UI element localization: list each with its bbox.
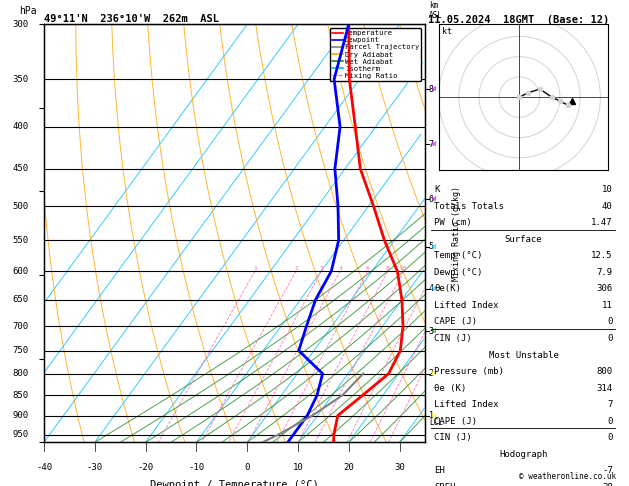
Text: © weatheronline.co.uk: © weatheronline.co.uk <box>520 472 616 481</box>
Text: hPa: hPa <box>19 6 37 16</box>
Text: 800: 800 <box>596 367 613 376</box>
Text: 40: 40 <box>602 202 613 211</box>
Text: 400: 400 <box>13 122 29 131</box>
Text: Lifted Index: Lifted Index <box>435 400 499 409</box>
Text: CIN (J): CIN (J) <box>435 334 472 343</box>
Text: 5: 5 <box>429 242 434 251</box>
Text: CAPE (J): CAPE (J) <box>435 317 477 327</box>
Text: 49°11'N  236°10'W  262m  ASL: 49°11'N 236°10'W 262m ASL <box>44 14 219 23</box>
Text: 6: 6 <box>365 266 369 271</box>
Text: 7: 7 <box>429 139 434 149</box>
Text: 1: 1 <box>429 411 434 420</box>
Text: PW (cm): PW (cm) <box>435 218 472 227</box>
Text: 10: 10 <box>602 185 613 194</box>
Text: 4: 4 <box>338 266 342 271</box>
Text: 3: 3 <box>429 327 434 336</box>
Text: Most Unstable: Most Unstable <box>489 350 559 360</box>
Text: -10: -10 <box>188 463 204 472</box>
Text: 750: 750 <box>13 346 29 355</box>
Text: Temp (°C): Temp (°C) <box>435 251 482 260</box>
Text: W: W <box>432 196 437 202</box>
Text: 0: 0 <box>608 417 613 426</box>
Text: 20: 20 <box>343 463 354 472</box>
Text: Pressure (mb): Pressure (mb) <box>435 367 504 376</box>
Text: 8: 8 <box>429 85 434 94</box>
Text: 28: 28 <box>602 483 613 486</box>
Text: 0: 0 <box>608 433 613 442</box>
Text: 0: 0 <box>245 463 250 472</box>
Text: 7: 7 <box>608 400 613 409</box>
Text: -40: -40 <box>36 463 52 472</box>
Text: Dewpoint / Temperature (°C): Dewpoint / Temperature (°C) <box>150 480 319 486</box>
Text: LCL: LCL <box>429 418 443 427</box>
Text: W: W <box>432 413 437 418</box>
Text: 6: 6 <box>429 194 434 204</box>
Text: Totals Totals: Totals Totals <box>435 202 504 211</box>
Text: 600: 600 <box>13 267 29 276</box>
Text: 11: 11 <box>602 301 613 310</box>
Text: 900: 900 <box>13 411 29 420</box>
Text: W: W <box>432 286 437 292</box>
Text: 11.05.2024  18GMT  (Base: 12): 11.05.2024 18GMT (Base: 12) <box>428 15 609 25</box>
Text: W: W <box>432 243 437 250</box>
Text: W: W <box>432 141 437 147</box>
Text: -20: -20 <box>138 463 153 472</box>
Text: 8: 8 <box>386 266 389 271</box>
Text: 2: 2 <box>429 369 434 378</box>
Text: θe(K): θe(K) <box>435 284 461 294</box>
Text: 850: 850 <box>13 391 29 399</box>
Text: 10: 10 <box>292 463 303 472</box>
Text: 12.5: 12.5 <box>591 251 613 260</box>
Text: km
ASL: km ASL <box>429 0 443 20</box>
Text: Mixing Ratio (g/kg): Mixing Ratio (g/kg) <box>452 186 460 281</box>
Text: EH: EH <box>435 466 445 475</box>
Text: Hodograph: Hodograph <box>499 450 548 459</box>
Text: 300: 300 <box>13 20 29 29</box>
Text: 350: 350 <box>13 75 29 84</box>
Legend: Temperature, Dewpoint, Parcel Trajectory, Dry Adiabat, Wet Adiabat, Isotherm, Mi: Temperature, Dewpoint, Parcel Trajectory… <box>330 28 421 81</box>
Text: 1: 1 <box>253 266 257 271</box>
Text: 7.9: 7.9 <box>596 268 613 277</box>
Text: W: W <box>432 371 437 377</box>
Text: kt: kt <box>442 27 452 36</box>
Text: 4: 4 <box>429 284 434 293</box>
Text: W: W <box>432 328 437 334</box>
Text: 950: 950 <box>13 430 29 439</box>
Text: 800: 800 <box>13 369 29 378</box>
Text: -7: -7 <box>602 466 613 475</box>
Text: 0: 0 <box>608 334 613 343</box>
Text: Lifted Index: Lifted Index <box>435 301 499 310</box>
Text: Dewp (°C): Dewp (°C) <box>435 268 482 277</box>
Text: 550: 550 <box>13 236 29 244</box>
Text: K: K <box>435 185 440 194</box>
Text: 306: 306 <box>596 284 613 294</box>
Text: 30: 30 <box>394 463 405 472</box>
Text: 10: 10 <box>400 266 408 271</box>
Text: CAPE (J): CAPE (J) <box>435 417 477 426</box>
Text: 650: 650 <box>13 295 29 304</box>
Text: 314: 314 <box>596 383 613 393</box>
Text: 700: 700 <box>13 322 29 330</box>
Text: Surface: Surface <box>504 235 542 244</box>
Text: SREH: SREH <box>435 483 456 486</box>
Text: W: W <box>432 86 437 92</box>
Text: -30: -30 <box>87 463 103 472</box>
Text: 0: 0 <box>608 317 613 327</box>
Text: θe (K): θe (K) <box>435 383 467 393</box>
Text: 3: 3 <box>320 266 323 271</box>
Text: 2: 2 <box>294 266 298 271</box>
Text: 450: 450 <box>13 164 29 173</box>
Text: 1.47: 1.47 <box>591 218 613 227</box>
Text: 500: 500 <box>13 202 29 211</box>
Text: CIN (J): CIN (J) <box>435 433 472 442</box>
